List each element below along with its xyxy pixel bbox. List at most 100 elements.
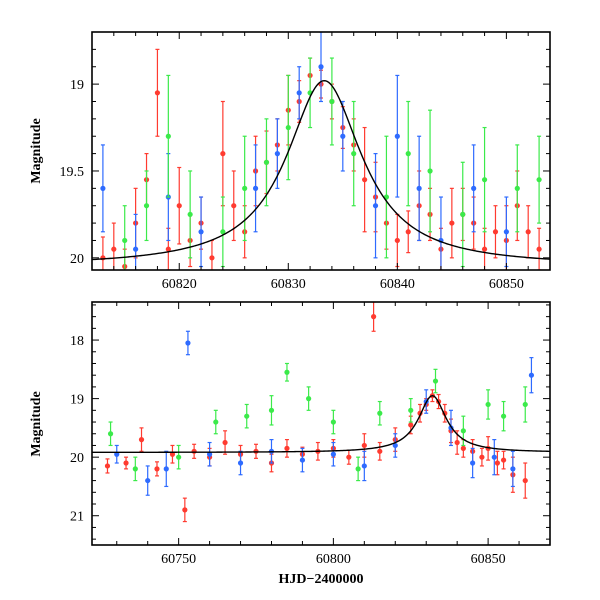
y-tick-label: 19 [70,393,84,408]
data-point [514,185,520,191]
data-point [274,151,280,157]
data-point [206,451,213,457]
data-point [408,422,414,428]
data-point [491,454,497,460]
x-tick-label: 60850 [471,552,506,567]
data-point [479,454,485,460]
data-point [133,246,139,252]
data-point [510,466,516,472]
data-point [405,151,411,157]
data-point [460,445,466,451]
data-point [111,246,117,252]
data-point [329,98,335,105]
data-point [306,396,312,402]
top-data-points [100,32,542,270]
data-point [481,177,488,183]
data-point [222,439,228,446]
data-point [154,90,161,96]
x-tick-label: 60800 [316,552,351,567]
y-tick-label: 19 [70,78,84,93]
data-point [449,220,455,226]
data-point [284,369,290,375]
data-point [209,255,215,261]
data-point [351,151,357,157]
data-point [299,457,306,463]
data-point [285,124,291,131]
data-point [145,477,151,484]
data-point [143,203,150,209]
bottom-plot-frame [91,301,551,546]
data-point [187,211,193,218]
data-point [416,185,422,191]
data-point [252,185,259,191]
data-point [377,410,383,416]
top-y-axis-label: Magnitude [29,118,44,183]
data-point [432,378,439,384]
bottom-model-curve [92,394,550,454]
data-point [454,439,460,446]
x-axis-label: HJD−2400000 [279,572,364,587]
data-point [460,428,466,434]
top-panel: 60820 60830 60840 60850 19 19.5 20 Magnitude [29,31,551,292]
data-point [318,64,324,70]
data-point [100,185,106,191]
data-point [176,203,182,209]
data-point [522,401,528,408]
data-point [377,448,383,454]
data-point [330,451,336,457]
data-point [284,445,290,451]
data-point [371,314,377,320]
data-point [372,203,379,209]
bottom-panel: 60750 60800 60850 18 19 20 21 Magnitude HJD−24… [29,301,551,587]
data-point [362,177,368,183]
x-tick-label: 60830 [271,277,306,292]
data-point [268,407,275,413]
data-point [104,463,111,469]
data-point [405,229,411,235]
data-point [244,413,250,419]
top-model-curve [92,79,550,261]
data-point [165,133,171,139]
data-point [470,460,476,466]
data-point [492,229,499,235]
data-point [536,246,542,252]
data-point [355,466,361,472]
data-point [392,442,398,449]
top-axis-ticks: 60820 60830 60840 60850 19 19.5 20 [60,31,551,292]
x-tick-label: 60850 [489,277,524,292]
data-point [340,133,346,139]
data-point [427,168,433,174]
data-point [220,151,226,157]
data-point [394,237,400,244]
data-point [481,246,488,252]
data-point [460,211,466,218]
data-point [494,460,500,466]
data-point [107,431,114,437]
data-point [132,466,138,472]
data-point [408,407,414,413]
data-point [263,159,270,165]
data-point [165,246,171,252]
data-point [330,419,336,425]
bottom-y-axis-label: Magnitude [29,391,44,456]
y-tick-label: 19.5 [60,165,85,180]
data-point [182,507,188,513]
data-point [394,133,400,139]
x-tick-label: 60820 [162,277,197,292]
data-point [242,185,248,191]
data-point [231,203,237,209]
y-tick-label: 21 [70,510,84,525]
data-point [528,372,535,378]
data-point [500,413,507,419]
data-point [525,229,531,235]
data-point [237,460,244,466]
y-tick-label: 18 [70,334,84,349]
data-point [220,229,226,235]
data-point [213,419,219,425]
x-tick-label: 60840 [380,277,415,292]
y-tick-label: 20 [70,451,84,466]
data-point [471,185,477,191]
data-point [191,448,197,454]
data-point [185,340,191,346]
